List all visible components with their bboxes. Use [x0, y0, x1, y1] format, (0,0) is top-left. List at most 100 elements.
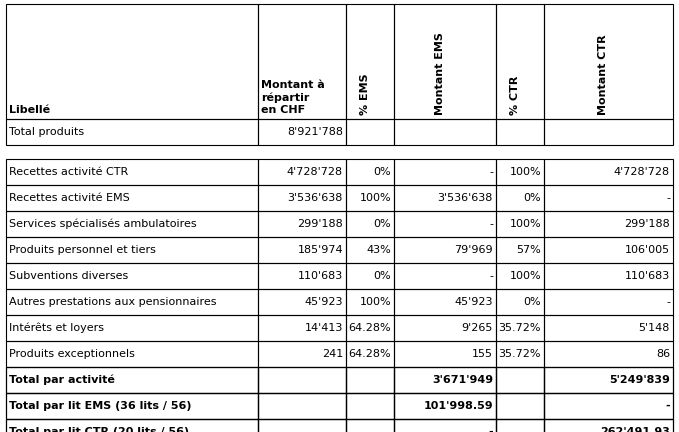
Text: Produits personnel et tiers: Produits personnel et tiers: [9, 245, 156, 255]
Bar: [496, 237, 544, 263]
Bar: [544, 419, 673, 432]
Text: Libellé: Libellé: [9, 105, 50, 115]
Bar: [394, 315, 496, 341]
Bar: [6, 419, 258, 432]
Text: Total par lit EMS (36 lits / 56): Total par lit EMS (36 lits / 56): [9, 401, 191, 411]
Text: 14'413: 14'413: [305, 323, 343, 333]
Text: 45'923: 45'923: [454, 297, 493, 307]
Bar: [544, 367, 673, 393]
Bar: [394, 4, 496, 119]
Bar: [258, 393, 346, 419]
Bar: [394, 289, 496, 315]
Bar: [544, 185, 673, 211]
Text: -: -: [488, 427, 493, 432]
Text: 3'671'949: 3'671'949: [432, 375, 493, 385]
Text: % CTR: % CTR: [510, 76, 520, 115]
Text: Services spécialisés ambulatoires: Services spécialisés ambulatoires: [9, 219, 197, 229]
Bar: [6, 211, 258, 237]
Text: 299'188: 299'188: [624, 219, 670, 229]
Text: % EMS: % EMS: [360, 73, 370, 115]
Bar: [258, 237, 346, 263]
Bar: [346, 367, 394, 393]
Bar: [544, 263, 673, 289]
Bar: [346, 289, 394, 315]
Text: Total par lit CTR (20 lits / 56): Total par lit CTR (20 lits / 56): [9, 427, 189, 432]
Bar: [6, 237, 258, 263]
Bar: [544, 315, 673, 341]
Text: Produits exceptionnels: Produits exceptionnels: [9, 349, 135, 359]
Text: 241: 241: [322, 349, 343, 359]
Bar: [394, 211, 496, 237]
Bar: [346, 211, 394, 237]
Bar: [496, 315, 544, 341]
Text: 8'921'788: 8'921'788: [287, 127, 343, 137]
Bar: [6, 341, 258, 367]
Bar: [394, 263, 496, 289]
Bar: [544, 211, 673, 237]
Text: 106'005: 106'005: [625, 245, 670, 255]
Bar: [394, 185, 496, 211]
Bar: [258, 419, 346, 432]
Bar: [544, 119, 673, 145]
Text: 155: 155: [472, 349, 493, 359]
Bar: [544, 393, 673, 419]
Bar: [258, 159, 346, 185]
Bar: [346, 393, 394, 419]
Text: 64.28%: 64.28%: [348, 349, 391, 359]
Text: 0%: 0%: [373, 271, 391, 281]
Bar: [394, 393, 496, 419]
Bar: [496, 367, 544, 393]
Bar: [258, 367, 346, 393]
Text: 0%: 0%: [373, 167, 391, 177]
Text: Total par activité: Total par activité: [9, 375, 115, 385]
Bar: [544, 4, 673, 119]
Text: -: -: [666, 193, 670, 203]
Bar: [6, 185, 258, 211]
Bar: [346, 4, 394, 119]
Bar: [496, 4, 544, 119]
Bar: [544, 289, 673, 315]
Bar: [258, 4, 346, 119]
Text: 5'249'839: 5'249'839: [609, 375, 670, 385]
Text: 100%: 100%: [509, 219, 541, 229]
Bar: [258, 185, 346, 211]
Text: 79'969: 79'969: [454, 245, 493, 255]
Bar: [6, 315, 258, 341]
Bar: [346, 341, 394, 367]
Text: 35.72%: 35.72%: [498, 323, 541, 333]
Bar: [394, 237, 496, 263]
Text: Montant à
répartir
en CHF: Montant à répartir en CHF: [261, 79, 325, 115]
Text: 100%: 100%: [509, 167, 541, 177]
Text: 3'536'638: 3'536'638: [438, 193, 493, 203]
Text: 299'188: 299'188: [297, 219, 343, 229]
Bar: [496, 185, 544, 211]
Bar: [394, 159, 496, 185]
Text: Intérêts et loyers: Intérêts et loyers: [9, 323, 104, 333]
Text: 45'923: 45'923: [304, 297, 343, 307]
Text: 86: 86: [656, 349, 670, 359]
Bar: [346, 263, 394, 289]
Text: 101'998.59: 101'998.59: [424, 401, 493, 411]
Bar: [496, 211, 544, 237]
Text: 100%: 100%: [359, 297, 391, 307]
Bar: [496, 119, 544, 145]
Text: 262'491.93: 262'491.93: [600, 427, 670, 432]
Text: Montant EMS: Montant EMS: [435, 32, 445, 115]
Bar: [258, 119, 346, 145]
Text: Autres prestations aux pensionnaires: Autres prestations aux pensionnaires: [9, 297, 217, 307]
Text: 64.28%: 64.28%: [348, 323, 391, 333]
Bar: [496, 289, 544, 315]
Text: 3'536'638: 3'536'638: [288, 193, 343, 203]
Bar: [346, 419, 394, 432]
Text: 110'683: 110'683: [298, 271, 343, 281]
Bar: [346, 159, 394, 185]
Text: 110'683: 110'683: [625, 271, 670, 281]
Text: Montant CTR: Montant CTR: [598, 35, 608, 115]
Text: Recettes activité EMS: Recettes activité EMS: [9, 193, 130, 203]
Text: -: -: [489, 167, 493, 177]
Bar: [6, 159, 258, 185]
Bar: [544, 341, 673, 367]
Bar: [394, 367, 496, 393]
Bar: [258, 341, 346, 367]
Text: 4'728'728: 4'728'728: [287, 167, 343, 177]
